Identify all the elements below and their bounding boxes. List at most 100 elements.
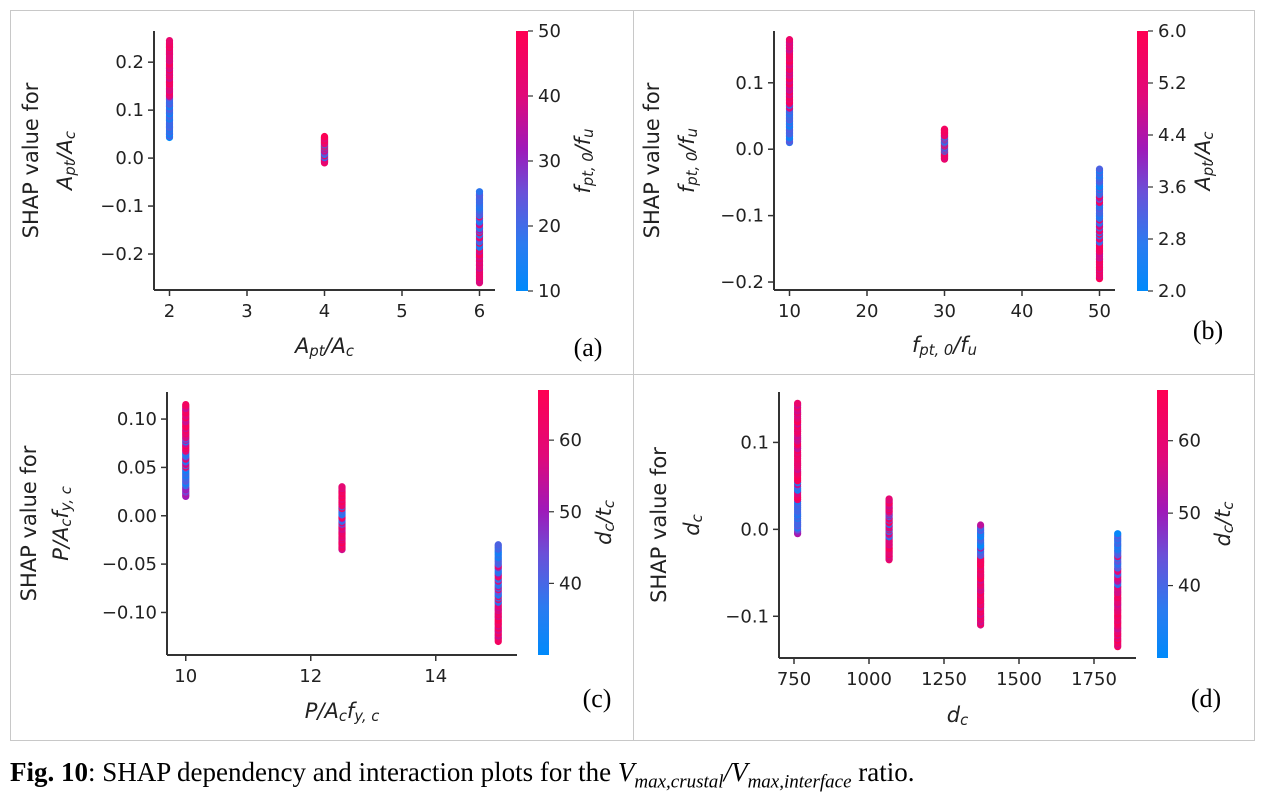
x-axis-label-part-3: c <box>346 343 354 360</box>
colorbar-tick-label: 40 <box>559 573 582 594</box>
data-point <box>1095 165 1104 173</box>
colorbar-tick-label: 50 <box>1178 503 1201 524</box>
y-tick-label: −0.2 <box>100 244 144 265</box>
data-point <box>494 541 502 549</box>
colorbar-tick-label: 60 <box>559 430 582 451</box>
y-axis-label-line1: SHAP value for <box>17 445 41 601</box>
colorbar-tick-label: 50 <box>538 21 561 42</box>
y-tick-label: −0.05 <box>102 554 157 575</box>
x-axis-label: Apt/Ac <box>293 334 354 360</box>
panel-label: (b) <box>1193 316 1223 345</box>
x-axis-label: P/Acfy, c <box>305 699 380 725</box>
colorbar-label-part-0: f <box>571 182 595 193</box>
y-axis-label-line2-part-2: /f <box>675 134 699 154</box>
panel-frame-d <box>633 374 1255 741</box>
x-tick-label: 1750 <box>1071 669 1117 690</box>
colorbar-label-part-3: c <box>1220 502 1237 510</box>
x-tick-label: 1250 <box>921 669 967 690</box>
data-point <box>794 399 802 407</box>
colorbar-label-part-2: /t <box>592 507 616 525</box>
x-axis-label-part-3: u <box>968 342 977 359</box>
x-axis-label-part-1: c <box>339 708 347 725</box>
data-point <box>940 125 949 133</box>
colorbar-tick-label: 4.4 <box>1158 125 1187 146</box>
data-point <box>165 36 174 45</box>
x-tick-label: 5 <box>396 301 407 322</box>
colorbar-label-part-3: c <box>1200 132 1217 140</box>
x-tick-label: 40 <box>1011 301 1034 322</box>
y-tick-label: 0.1 <box>735 73 764 94</box>
y-tick-label: 0.0 <box>115 148 144 169</box>
data-point <box>977 521 985 529</box>
colorbar-label-part-1: c <box>1220 525 1237 533</box>
data-point <box>320 132 329 141</box>
colorbar-tick-label: 6.0 <box>1158 21 1187 42</box>
x-tick-label: 20 <box>856 301 879 322</box>
colorbar <box>516 31 528 291</box>
colorbar-tick-label: 2.0 <box>1158 281 1187 302</box>
y-axis-label-line2-part-2: f <box>49 508 73 519</box>
colorbar <box>1137 31 1148 291</box>
colorbar-label-part-1: pt <box>1200 160 1217 177</box>
colorbar-tick-label: 3.6 <box>1158 177 1187 198</box>
y-tick-label: 0.05 <box>117 457 157 478</box>
panel-label: (d) <box>1191 684 1221 713</box>
figure-caption: Fig. 10: SHAP dependency and interaction… <box>10 752 1250 792</box>
y-axis-label-line2-part-1: c <box>58 519 75 527</box>
x-tick-label: 1500 <box>996 669 1042 690</box>
x-tick-label: 2 <box>164 301 175 322</box>
y-tick-label: 0.00 <box>117 506 157 527</box>
x-axis-label-part-2: /f <box>951 333 971 357</box>
y-axis-label-line2: dc <box>680 514 706 535</box>
y-axis-label-line2-part-1: pt, 0 <box>684 152 701 187</box>
y-axis-label-line1: SHAP value for <box>19 82 43 238</box>
x-tick-label: 10 <box>174 666 197 687</box>
colorbar-label-part-2: /A <box>1191 140 1215 163</box>
data-point <box>1114 530 1122 538</box>
x-tick-label: 750 <box>777 669 811 690</box>
data-point <box>182 400 190 409</box>
x-axis-label-part-0: d <box>947 703 961 727</box>
caption-label: Fig. 10 <box>10 757 88 787</box>
colorbar-label-part-1: c <box>601 523 618 531</box>
x-tick-label: 10 <box>778 301 801 322</box>
y-tick-label: −0.1 <box>720 206 764 227</box>
colorbar-label-part-2: /f <box>571 134 595 154</box>
data-point <box>338 483 346 491</box>
colorbar-tick-label: 5.2 <box>1158 73 1187 94</box>
caption-math: Vmax,crustal/Vmax,interface <box>617 757 852 793</box>
x-axis-label-part-0: P/A <box>305 699 339 723</box>
caption-text-after: ratio. <box>851 757 915 787</box>
colorbar-label-part-2: /t <box>1211 509 1235 527</box>
x-tick-label: 1000 <box>846 669 892 690</box>
panel-c: 10 12 14−0.10−0.050.000.050.10P/Acfy, cSHA… <box>17 390 618 725</box>
x-axis-label-part-3: y, c <box>353 708 379 725</box>
x-axis-label-part-1: pt <box>308 343 325 360</box>
y-tick-label: 0.0 <box>740 519 769 540</box>
y-tick-label: 0.1 <box>115 100 144 121</box>
y-axis-label-line2-part-0: P/A <box>49 527 73 561</box>
y-axis-label-line2: P/Acfy, c <box>49 486 75 561</box>
x-axis-label-part-1: c <box>960 712 968 729</box>
caption-text-before: : SHAP dependency and interaction plots … <box>88 757 618 787</box>
y-axis-label-line2: fpt, 0/fu <box>675 128 701 193</box>
colorbar-label-part-0: d <box>1211 532 1235 546</box>
colorbar-label-part-3: c <box>601 500 618 508</box>
x-axis-label: fpt, 0/fu <box>912 333 977 359</box>
y-tick-label: 0.0 <box>735 139 764 160</box>
colorbar-tick-label: 30 <box>538 151 561 172</box>
caption-math-sub2: max,interface <box>747 771 852 793</box>
colorbar <box>538 390 549 655</box>
y-axis-label-line2-part-0: f <box>675 182 699 193</box>
x-tick-label: 30 <box>933 301 956 322</box>
colorbar-label: dc/tc <box>592 500 618 545</box>
y-axis-label-line2-part-2: /A <box>53 139 77 162</box>
colorbar-label: fpt, 0/fu <box>571 129 597 194</box>
y-axis-label-line2-part-3: c <box>62 131 79 139</box>
y-tick-label: 0.2 <box>115 52 144 73</box>
colorbar-tick-label: 20 <box>538 216 561 237</box>
colorbar-label: Apt/Ac <box>1191 132 1217 193</box>
y-tick-label: −0.2 <box>720 272 764 293</box>
x-axis-label: dc <box>947 703 968 729</box>
